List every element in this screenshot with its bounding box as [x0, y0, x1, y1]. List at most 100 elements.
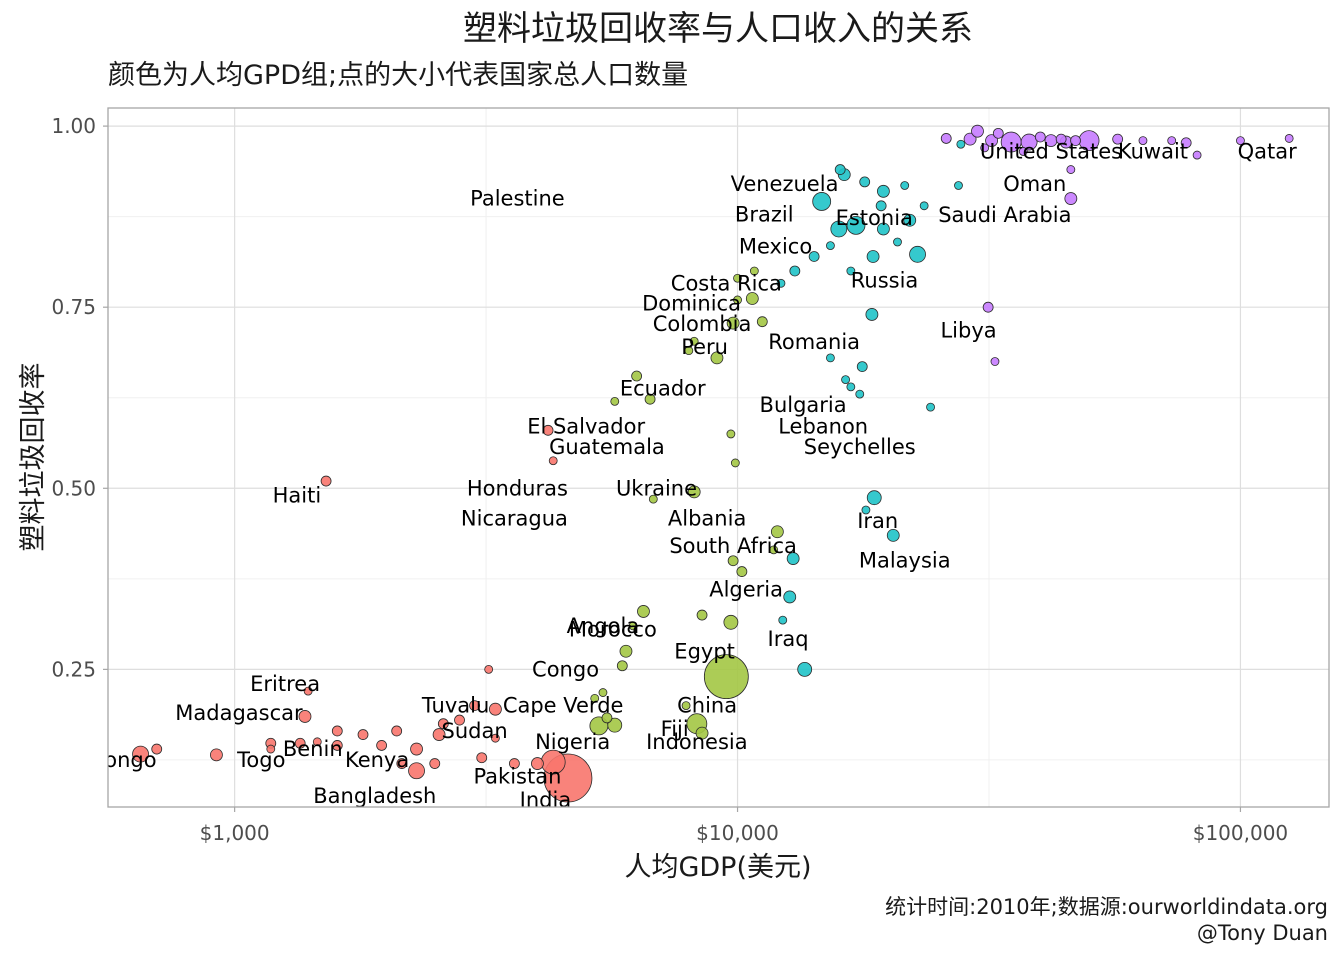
data-point-low — [469, 700, 480, 711]
data-point-upper-middle — [875, 200, 887, 212]
country-label: Tuvalu — [421, 694, 489, 718]
country-label: China — [677, 694, 737, 718]
y-axis-ticks: 0.25 0.50 0.75 1.00 — [51, 114, 108, 681]
data-point-upper-middle — [876, 222, 890, 236]
country-label: United States — [980, 139, 1122, 163]
data-point-upper-middle — [846, 382, 856, 392]
data-point-upper-middle — [956, 139, 966, 149]
data-point-upper-middle — [783, 590, 797, 604]
country-label: Iran — [857, 509, 898, 533]
country-label: Guatemala — [549, 435, 665, 459]
data-point-upper-middle — [926, 402, 935, 412]
country-label: Kenya — [345, 748, 409, 772]
data-point-upper-middle — [786, 552, 800, 565]
data-point-low — [303, 686, 313, 696]
data-point-high — [985, 134, 998, 147]
data-point-lower-middle — [733, 273, 742, 283]
data-point-lower-middle — [730, 458, 740, 468]
data-point-low — [376, 740, 388, 751]
data-point-upper-middle — [808, 251, 820, 262]
country-label: Kuwait — [1118, 139, 1188, 163]
data-point-lower-middle — [710, 351, 724, 365]
data-point-high — [1192, 150, 1202, 160]
country-label: Cape Verde — [503, 694, 624, 718]
data-point-lower-middle — [703, 654, 749, 700]
country-label: Costa Rica — [671, 271, 782, 295]
country-label: Colombia — [653, 312, 752, 336]
data-point-high — [1284, 134, 1294, 143]
country-label: Nicaragua — [461, 507, 568, 531]
data-point-lower-middle — [745, 292, 759, 305]
country-label: Dominica — [642, 292, 741, 316]
data-point-low — [396, 758, 408, 769]
plot-border — [107, 107, 1330, 808]
data-point-lower-middle — [631, 370, 643, 382]
data-point-lower-middle — [607, 717, 623, 733]
data-point-lower-middle — [619, 644, 633, 658]
country-label: Libya — [940, 318, 996, 342]
country-label: Congo — [532, 657, 599, 681]
x-axis-title: 人均GDP(美元) — [624, 852, 811, 883]
data-point-low — [484, 664, 494, 674]
data-point-low — [331, 740, 343, 751]
data-point-high — [980, 143, 990, 153]
data-point-upper-middle — [859, 176, 871, 188]
data-point-lower-middle — [684, 346, 694, 356]
data-points — [132, 124, 1294, 803]
data-point-lower-middle — [769, 545, 779, 555]
data-point-lower-middle — [681, 701, 691, 710]
data-point-lower-middle — [726, 429, 736, 439]
data-point-lower-middle — [723, 614, 739, 630]
country-label: Angola — [567, 614, 640, 638]
country-label: Algeria — [709, 578, 783, 602]
data-point-upper-middle — [776, 278, 786, 288]
data-point-upper-middle — [826, 353, 835, 363]
country-label: Ukraine — [616, 476, 697, 500]
country-label: Albania — [668, 507, 746, 531]
data-point-low — [437, 718, 449, 730]
data-point-low — [454, 714, 465, 726]
country-label: Russia — [851, 268, 919, 292]
data-point-upper-middle — [903, 213, 917, 227]
data-point-low — [542, 424, 554, 436]
country-label: Venezuela — [731, 172, 839, 196]
data-point-upper-middle — [856, 361, 868, 372]
data-point-upper-middle — [886, 528, 900, 542]
data-point-low — [429, 758, 441, 769]
country-label: Eritrea — [250, 672, 320, 696]
country-label: Nigeria — [535, 730, 610, 754]
data-point-low — [490, 733, 500, 743]
caption-author: @Tony Duan — [1197, 921, 1328, 945]
data-point-low — [294, 737, 306, 749]
data-point-low — [488, 702, 502, 716]
data-point-lower-middle — [628, 621, 638, 631]
data-point-low — [312, 737, 322, 747]
data-point-lower-middle — [736, 566, 748, 577]
data-point-lower-middle — [601, 712, 613, 724]
country-label: Bulgaria — [760, 393, 847, 417]
data-point-high — [940, 133, 952, 144]
country-label: Egypt — [674, 639, 735, 663]
data-point-low — [298, 710, 312, 723]
data-point-low — [408, 762, 425, 780]
country-label: India — [520, 788, 572, 812]
country-label: Bangladesh — [313, 784, 436, 808]
data-point-low — [320, 475, 332, 487]
data-point-low — [357, 729, 369, 740]
country-label: Indonesia — [646, 730, 748, 754]
data-point-lower-middle — [590, 693, 600, 703]
data-point-lower-middle — [598, 688, 608, 697]
country-label: Mexico — [739, 234, 812, 258]
country-label: Saudi Arabia — [938, 203, 1071, 227]
data-point-upper-middle — [789, 265, 801, 277]
data-point-high — [1055, 133, 1067, 145]
country-label: Haiti — [273, 484, 322, 508]
country-label: Romania — [768, 330, 860, 354]
chart-subtitle: 颜色为人均GPD组;点的大小代表国家总人口数量 — [108, 60, 688, 91]
country-label: Sudan — [442, 719, 508, 743]
data-point-low — [476, 752, 488, 764]
data-point-lower-middle — [695, 726, 709, 740]
y-axis-title: 塑料垃圾回收率 — [18, 363, 49, 552]
